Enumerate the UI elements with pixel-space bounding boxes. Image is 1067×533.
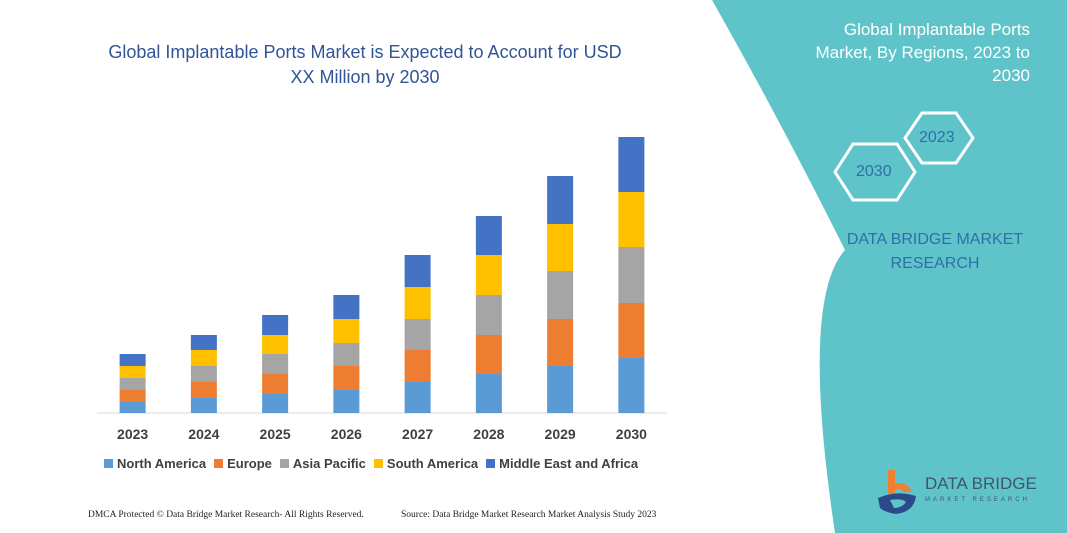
legend-label: Middle East and Africa [499, 456, 639, 471]
bar-segment-2025-north-america [262, 394, 289, 413]
logo-text: DATA BRIDGE [925, 474, 1037, 493]
bar-segment-2024-north-america [190, 398, 217, 413]
bar-segment-2023-asia-pacific [119, 378, 146, 390]
bar-segment-2024-middle-east-and-africa [190, 335, 217, 350]
x-tick-label: 2024 [188, 426, 219, 442]
bar-segment-2030-europe [618, 303, 645, 358]
hexagon-2023-label: 2023 [919, 129, 955, 146]
bar-segment-2025-south-america [262, 335, 289, 354]
legend-label: North America [117, 456, 207, 471]
bar-segment-2023-middle-east-and-africa [119, 354, 146, 366]
bar-segment-2026-north-america [333, 390, 360, 413]
bar-segment-2029-middle-east-and-africa [547, 176, 574, 224]
legend: North America Europe Asia Pacific South Ame… [104, 456, 638, 471]
x-tick-label: 2029 [545, 426, 576, 442]
legend-swatch [104, 459, 113, 468]
x-tick-label: 2023 [117, 426, 148, 442]
bar-segment-2028-asia-pacific [475, 295, 502, 335]
bar-segment-2029-europe [547, 319, 574, 366]
chart-title: Global Implantable Ports Market is Expec… [108, 42, 622, 87]
bar-segment-2025-asia-pacific [262, 354, 289, 374]
bar-segment-2025-middle-east-and-africa [262, 315, 289, 335]
logo-subtext: MARKET RESEARCH [925, 497, 1030, 503]
legend-swatch [279, 459, 289, 468]
bar-segment-2029-asia-pacific [547, 271, 574, 319]
legend-label: Asia Pacific [292, 456, 366, 471]
footer-source: Source: Data Bridge Market Research Mark… [401, 510, 657, 520]
x-tick-label: 2026 [331, 426, 362, 442]
stacked-bar-chart: 2023 2024 2025 2026 2027 2028 2029 2030 [97, 137, 667, 442]
hexagon-2023-shape [903, 111, 975, 165]
company-name: DATA BRIDGE MARKET RESEARCH [846, 231, 1024, 272]
legend-item: North America [104, 456, 206, 471]
x-tick-label: 2027 [402, 426, 433, 442]
x-tick-label: 2028 [473, 426, 504, 442]
legend-swatch [373, 459, 383, 468]
bar-segment-2026-south-america [333, 319, 360, 343]
bar-segment-2030-middle-east-and-africa [618, 137, 645, 192]
footer-copyright: DMCA Protected © Data Bridge Market Rese… [88, 510, 364, 520]
bar-segment-2028-middle-east-and-africa [475, 216, 502, 255]
legend-swatch [214, 459, 224, 468]
legend-item: Europe [214, 456, 272, 471]
bar-segment-2030-asia-pacific [618, 247, 645, 303]
bar-segment-2027-north-america [404, 382, 431, 413]
side-title: Global Implantable Ports Market, By Regi… [815, 20, 1030, 85]
side-panel-shape [712, 0, 1067, 533]
bar-segment-2024-europe [190, 382, 217, 398]
hexagon-2030-label: 2030 [856, 163, 892, 180]
bar-segment-2024-asia-pacific [190, 366, 217, 382]
bar-segment-2030-south-america [618, 192, 645, 247]
legend-label: Europe [227, 456, 272, 471]
x-tick-label: 2025 [260, 426, 291, 442]
bar-segment-2026-middle-east-and-africa [333, 295, 360, 319]
bar-segment-2026-europe [333, 366, 360, 390]
bar-segment-2024-south-america [190, 350, 217, 366]
bar-segment-2029-north-america [547, 366, 574, 413]
bar-segment-2023-south-america [119, 366, 146, 378]
data-bridge-logo-icon [878, 470, 916, 514]
bar-segment-2028-europe [475, 335, 502, 374]
bar-segment-2028-north-america [475, 374, 502, 413]
bar-segment-2023-europe [119, 390, 146, 402]
bar-segment-2027-middle-east-and-africa [404, 255, 431, 287]
legend-label: South America [386, 456, 479, 471]
bar-segment-2029-south-america [547, 224, 574, 271]
legend-item: Asia Pacific [279, 456, 366, 471]
bar-segment-2027-asia-pacific [404, 319, 431, 350]
legend-item: Middle East and Africa [486, 456, 638, 471]
bar-segment-2027-europe [404, 350, 431, 382]
bar-segment-2023-north-america [119, 402, 146, 413]
bar-segment-2025-europe [262, 374, 289, 394]
legend-item: South America [373, 456, 479, 471]
legend-swatch [486, 459, 496, 468]
bar-segment-2028-south-america [475, 255, 502, 295]
x-tick-label: 2030 [616, 426, 647, 442]
hexagon-2030-shape [833, 142, 917, 202]
bar-segment-2027-south-america [404, 287, 431, 319]
bar-segment-2030-north-america [618, 358, 645, 413]
bar-segment-2026-asia-pacific [333, 343, 360, 366]
